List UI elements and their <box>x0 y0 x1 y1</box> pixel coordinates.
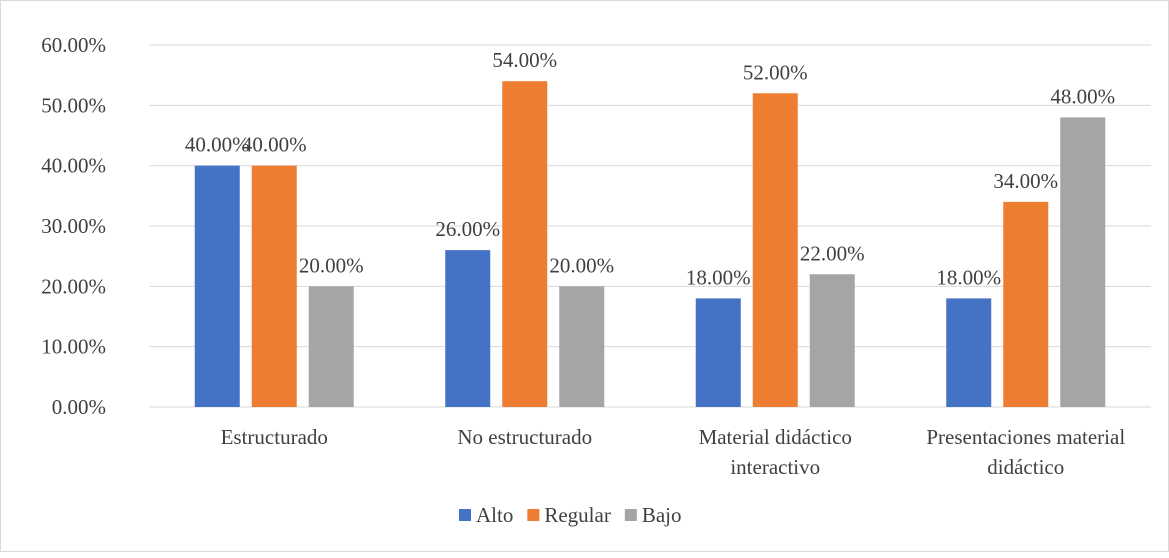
gridlines <box>149 44 1151 408</box>
data-label: 18.00% <box>936 265 1001 289</box>
bars <box>194 81 1106 408</box>
data-label: 40.00% <box>185 133 250 157</box>
data-label: 22.00% <box>800 241 865 265</box>
bar-bajo <box>308 286 354 407</box>
y-tick-label: 50.00% <box>41 93 106 117</box>
legend: Alto Regular Bajo <box>459 503 682 527</box>
data-label: 52.00% <box>743 60 808 84</box>
bar-regular <box>1003 201 1049 407</box>
data-label: 20.00% <box>299 253 364 277</box>
data-label: 20.00% <box>549 253 614 277</box>
legend-label-regular: Regular <box>544 503 610 527</box>
legend-swatch-bajo <box>624 509 637 521</box>
category-label: No estructurado <box>457 425 592 449</box>
data-label: 40.00% <box>242 133 307 157</box>
y-axis-tick-labels: 0.00% 10.00% 20.00% 30.00% 40.00% 50.00% 60.00… <box>41 33 106 419</box>
data-label: 54.00% <box>492 48 557 72</box>
y-tick-label: 0.00% <box>52 395 106 419</box>
category-label: Presentaciones material <box>926 425 1125 449</box>
data-labels: 40.00%40.00% 20.00% 26.00% 54.00% 20.00% 18.0… <box>185 48 1115 289</box>
bar-bajo <box>1060 117 1106 408</box>
bar-regular <box>251 165 297 407</box>
data-label: 48.00% <box>1050 84 1115 108</box>
y-tick-label: 20.00% <box>41 274 106 298</box>
data-label: 34.00% <box>993 169 1058 193</box>
bar-alto <box>695 298 741 407</box>
legend-label-alto: Alto <box>476 503 513 527</box>
category-labels: Estructurado No estructurado Material didá… <box>221 425 1126 479</box>
bar-alto <box>445 250 491 407</box>
bar-bajo <box>559 286 605 407</box>
bar-regular <box>752 93 798 408</box>
bar-bajo <box>809 274 855 407</box>
data-label: 26.00% <box>435 217 500 241</box>
data-label: 18.00% <box>686 265 751 289</box>
category-label: interactivo <box>730 455 820 479</box>
category-label: didáctico <box>987 455 1064 479</box>
y-tick-label: 40.00% <box>41 154 106 178</box>
bar-alto <box>194 165 240 407</box>
y-tick-label: 10.00% <box>41 335 106 359</box>
legend-label-bajo: Bajo <box>642 503 682 527</box>
category-label: Material didáctico <box>699 425 852 449</box>
bar-regular <box>502 81 548 407</box>
y-tick-label: 30.00% <box>41 214 106 238</box>
y-tick-label: 60.00% <box>41 33 106 57</box>
category-label: Estructurado <box>221 425 328 449</box>
legend-swatch-regular <box>527 509 540 521</box>
legend-swatch-alto <box>459 509 471 521</box>
bar-alto <box>946 298 992 407</box>
